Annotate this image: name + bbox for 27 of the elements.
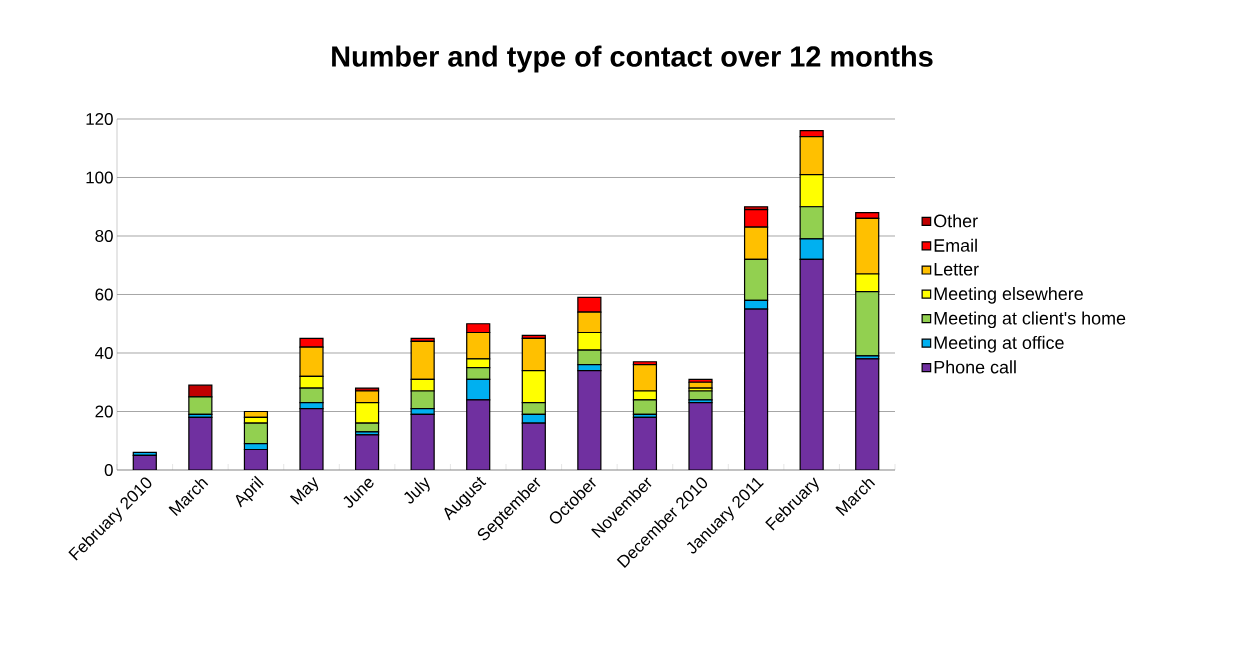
legend-label: Other [934, 214, 978, 228]
bar [688, 402, 713, 470]
bar [632, 416, 658, 470]
y-tick-label: 100 [86, 171, 113, 184]
bar [743, 308, 769, 470]
y-tick-label: 40 [95, 347, 113, 359]
legend-label: Email [934, 238, 977, 252]
bar [799, 258, 824, 470]
bar [855, 358, 880, 470]
chart-title: Number and type of contact over 12 months [332, 45, 933, 73]
legend-label: Letter [934, 263, 979, 276]
x-tick-label: July [404, 477, 430, 504]
legend-label: Meeting at office [934, 335, 1064, 353]
bar [577, 369, 602, 470]
bar [688, 390, 713, 401]
legend-label: Meeting at client's home [934, 311, 1126, 329]
bar [466, 399, 491, 470]
y-tick-label: 20 [95, 405, 113, 418]
x-tick-label: May [289, 476, 319, 505]
y-tick-label: 120 [86, 113, 113, 125]
legend-label: Phone call [934, 360, 1016, 374]
bar [521, 422, 546, 470]
y-tick-label: 60 [95, 288, 113, 301]
y-tick-label: 80 [95, 230, 113, 242]
legend-label: Meeting elsewhere [934, 286, 1083, 304]
bar [354, 434, 380, 470]
y-tick-label: 0 [104, 464, 113, 476]
